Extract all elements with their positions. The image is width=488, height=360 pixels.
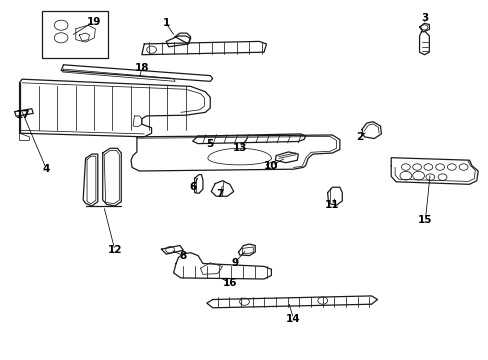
Text: 12: 12 <box>107 245 122 255</box>
Text: 16: 16 <box>222 278 237 288</box>
Text: 5: 5 <box>206 139 213 149</box>
Text: 19: 19 <box>86 17 101 27</box>
Text: 8: 8 <box>180 251 186 261</box>
Bar <box>41 11 107 58</box>
Text: 13: 13 <box>232 143 246 153</box>
Text: 18: 18 <box>134 63 149 73</box>
Text: 14: 14 <box>285 314 300 324</box>
Text: 15: 15 <box>417 215 432 225</box>
Text: 4: 4 <box>42 164 50 174</box>
Text: 6: 6 <box>189 182 196 192</box>
Text: 3: 3 <box>421 13 428 23</box>
Text: 2: 2 <box>355 132 362 142</box>
Text: 7: 7 <box>216 189 224 199</box>
Text: 1: 1 <box>163 18 169 28</box>
Text: 11: 11 <box>325 200 339 210</box>
Text: 9: 9 <box>231 258 238 268</box>
Text: 17: 17 <box>16 110 31 120</box>
Text: 10: 10 <box>264 161 278 171</box>
